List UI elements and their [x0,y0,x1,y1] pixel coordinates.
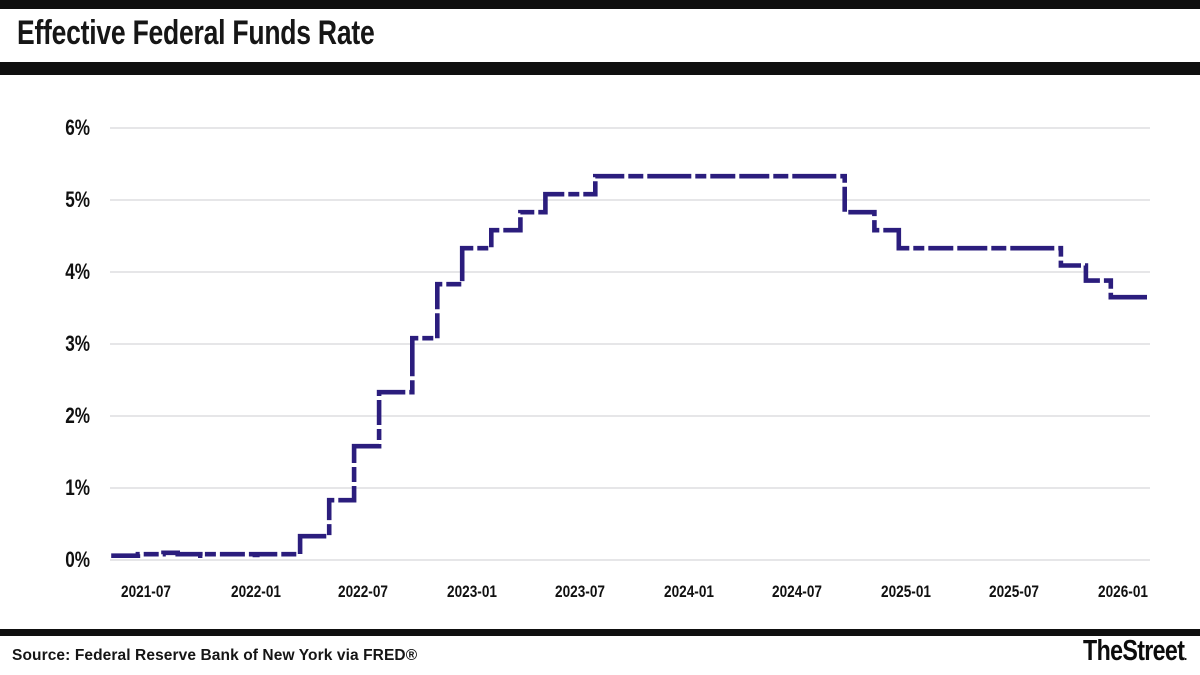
gridline [110,415,1150,417]
logo-dot: . [1184,648,1187,663]
x-axis-label: 2022-01 [230,582,281,601]
page-title: Effective Federal Funds Rate [17,14,375,52]
x-axis-label: 2023-01 [447,582,498,601]
y-axis-label: 4% [65,259,90,284]
x-axis-label: 2022-07 [338,582,388,601]
y-axis-label: 0% [65,547,90,572]
y-axis-label: 1% [65,475,90,500]
thestreet-logo: TheStreet. [1083,634,1187,673]
effr-line [111,173,1147,558]
source-note: Source: Federal Reserve Bank of New York… [12,647,418,664]
x-axis-label: 2026-01 [1098,582,1149,601]
y-axis-label: 5% [65,187,90,212]
gridline [110,127,1150,129]
gridline [110,559,1150,561]
gridline [110,487,1150,489]
gridline [110,343,1150,345]
x-axis-label: 2021-07 [121,582,172,601]
x-axis-label: 2024-01 [664,582,715,601]
x-axis-label: 2023-07 [554,582,605,601]
y-axis-label: 2% [65,403,90,428]
x-axis-label: 2025-07 [989,582,1039,601]
top-black-bar [0,0,1200,9]
y-axis-label: 3% [65,331,90,356]
x-axis-label: 2024-07 [772,582,823,601]
gridline [110,199,1150,201]
thestreet-wordmark: TheStreet [1082,635,1185,667]
title-underline-bar [0,62,1200,75]
x-axis-label: 2025-01 [881,582,932,601]
y-axis-label: 6% [65,115,90,140]
footer-divider-bar [0,629,1200,636]
gridline [110,271,1150,273]
